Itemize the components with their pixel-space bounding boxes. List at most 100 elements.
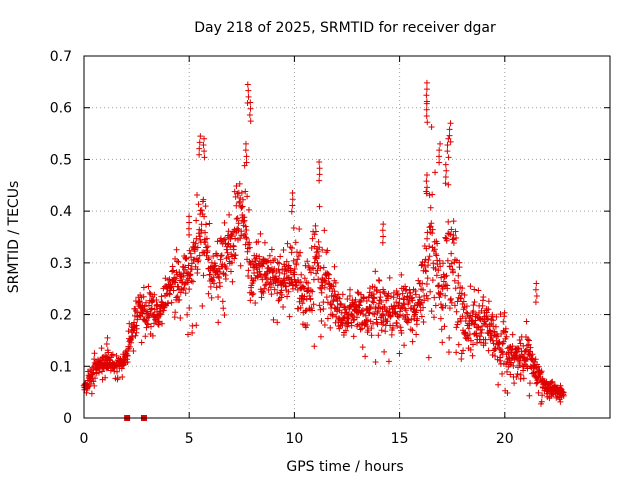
data-point xyxy=(447,295,454,302)
data-point xyxy=(90,378,97,385)
data-point xyxy=(291,265,298,272)
data-point xyxy=(303,307,310,314)
data-point xyxy=(424,295,431,302)
data-point xyxy=(458,356,465,363)
data-point xyxy=(379,321,386,328)
data-point xyxy=(339,291,346,298)
data-point xyxy=(440,260,447,267)
data-point xyxy=(195,258,201,265)
data-point xyxy=(533,280,540,287)
data-point xyxy=(227,268,234,275)
data-point xyxy=(170,267,177,274)
data-point xyxy=(501,309,508,316)
data-point xyxy=(420,304,427,311)
data-point xyxy=(423,100,430,107)
data-point xyxy=(412,287,419,294)
data-point xyxy=(488,332,495,339)
data-point xyxy=(98,368,105,375)
data-point xyxy=(302,308,309,315)
data-point xyxy=(308,269,315,276)
data-point xyxy=(316,165,323,172)
data-point xyxy=(104,347,111,354)
data-point xyxy=(424,235,431,242)
data-point xyxy=(409,327,416,334)
data-point xyxy=(426,253,433,260)
data-point xyxy=(243,226,250,233)
data-point xyxy=(458,350,465,357)
data-point xyxy=(244,81,251,88)
data-point xyxy=(168,283,175,290)
data-point xyxy=(243,153,250,160)
data-point xyxy=(389,325,396,332)
data-point xyxy=(234,190,241,197)
data-point xyxy=(366,310,373,317)
data-point xyxy=(445,230,452,237)
data-point xyxy=(103,341,110,348)
data-point xyxy=(494,333,501,340)
data-point xyxy=(205,255,212,262)
data-point xyxy=(258,272,265,279)
data-point xyxy=(291,271,298,278)
data-point xyxy=(404,311,411,318)
data-point xyxy=(524,336,531,343)
data-point xyxy=(374,321,381,328)
data-point xyxy=(126,343,133,350)
data-point xyxy=(138,339,145,346)
data-point xyxy=(246,239,253,246)
data-point xyxy=(250,290,257,297)
data-point xyxy=(119,373,126,380)
data-point xyxy=(365,293,372,300)
data-point xyxy=(401,342,408,349)
data-point xyxy=(434,240,441,247)
data-point xyxy=(263,275,270,282)
data-point xyxy=(485,298,492,305)
data-point xyxy=(196,151,203,158)
data-point xyxy=(280,304,287,311)
data-point xyxy=(206,271,213,278)
data-point xyxy=(316,177,323,184)
data-point xyxy=(459,313,466,320)
data-point xyxy=(490,317,497,324)
data-point xyxy=(246,111,253,118)
data-point xyxy=(268,291,275,298)
data-point xyxy=(268,246,275,253)
data-point xyxy=(538,368,545,375)
data-point xyxy=(453,308,460,315)
data-point xyxy=(187,271,194,278)
data-point xyxy=(197,133,204,140)
data-point xyxy=(215,293,222,300)
data-point xyxy=(455,341,462,348)
data-point xyxy=(143,324,150,331)
data-point xyxy=(504,358,511,365)
data-point xyxy=(151,291,158,298)
data-point xyxy=(535,363,542,370)
data-point xyxy=(436,153,443,160)
data-point xyxy=(341,303,348,310)
data-point xyxy=(367,305,374,312)
data-point xyxy=(478,329,485,336)
data-point xyxy=(431,246,438,253)
data-point xyxy=(497,354,504,361)
data-point xyxy=(435,267,442,274)
data-point xyxy=(288,208,295,215)
data-point xyxy=(478,339,485,346)
data-point xyxy=(222,276,229,283)
data-point xyxy=(533,380,540,387)
data-point xyxy=(471,298,478,305)
data-point xyxy=(433,252,440,259)
x-tick-label: 0 xyxy=(80,431,89,447)
data-point xyxy=(364,323,371,330)
data-point xyxy=(457,294,464,301)
data-point xyxy=(446,334,453,341)
data-point xyxy=(184,331,191,338)
data-point xyxy=(195,257,202,264)
data-point xyxy=(206,220,213,227)
data-point xyxy=(316,253,323,260)
data-point xyxy=(149,298,156,305)
data-point xyxy=(379,311,386,318)
data-point xyxy=(445,135,452,142)
data-point xyxy=(249,258,256,265)
data-point xyxy=(426,224,433,231)
data-point xyxy=(231,255,238,262)
data-point xyxy=(472,317,479,324)
